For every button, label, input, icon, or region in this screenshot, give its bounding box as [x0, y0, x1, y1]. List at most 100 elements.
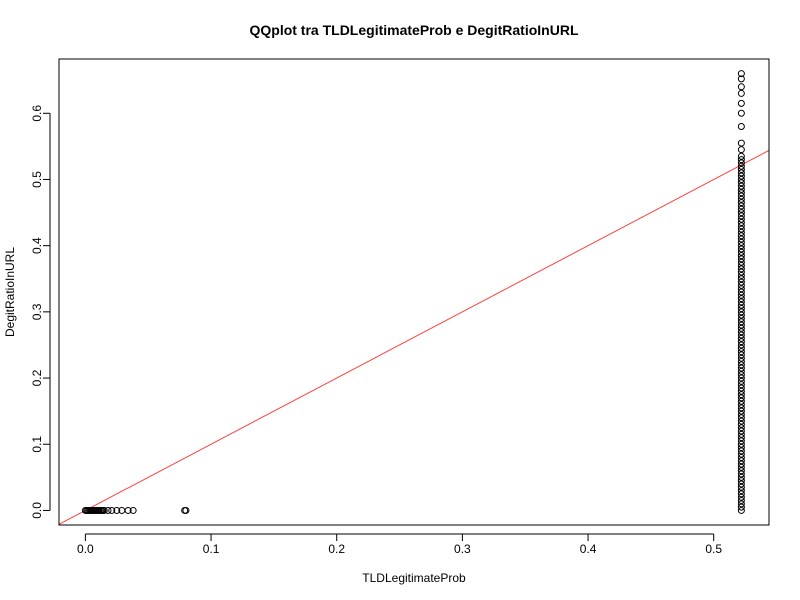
data-point	[737, 305, 745, 313]
x-tick-label: 0.3	[454, 542, 471, 556]
data-point	[737, 381, 745, 389]
data-point	[737, 348, 745, 356]
data-point	[737, 248, 745, 256]
data-point	[737, 503, 745, 511]
data-point	[737, 278, 745, 286]
data-point	[737, 391, 745, 399]
data-point	[737, 354, 745, 362]
data-point	[737, 172, 745, 180]
data-point	[737, 235, 745, 243]
data-point	[737, 444, 745, 452]
data-point	[737, 483, 745, 491]
data-point	[737, 497, 745, 505]
data-point	[737, 351, 745, 359]
data-point	[737, 139, 745, 147]
data-point	[737, 199, 745, 207]
data-point	[737, 410, 745, 418]
data-point	[737, 450, 745, 458]
data-point	[737, 417, 745, 425]
data-point	[737, 500, 745, 508]
data-point	[737, 311, 745, 319]
data-point	[737, 175, 745, 183]
data-point	[108, 506, 116, 514]
points-layer	[81, 70, 745, 514]
data-point	[737, 404, 745, 412]
data-point	[737, 424, 745, 432]
data-point	[737, 334, 745, 342]
chart-title: QQplot tra TLDLegitimateProb e DegitRati…	[249, 22, 578, 38]
data-point	[737, 364, 745, 372]
axes: 0.0 0.1 0.2 0.3 0.4 0.5 0.0 0.1 0.2 0.3 0.4 0.5 0.6	[30, 105, 722, 556]
y-tick-label: 0.5	[30, 171, 44, 188]
data-point	[737, 460, 745, 468]
data-point	[737, 367, 745, 375]
data-point	[737, 252, 745, 260]
data-point	[737, 255, 745, 263]
data-point	[737, 232, 745, 240]
data-point	[737, 159, 745, 167]
data-point	[737, 344, 745, 352]
y-tick-label: 0.4	[30, 237, 44, 254]
data-point	[737, 189, 745, 197]
data-point	[737, 156, 745, 164]
data-point	[737, 295, 745, 303]
data-point	[737, 202, 745, 210]
data-point	[737, 152, 745, 160]
data-point	[737, 192, 745, 200]
data-point	[737, 228, 745, 236]
data-point	[737, 205, 745, 213]
reference-line	[59, 149, 769, 525]
data-point	[737, 109, 745, 117]
data-point	[737, 291, 745, 299]
x-axis-label: TLDLegitimateProb	[362, 571, 466, 585]
data-point	[737, 493, 745, 501]
data-point	[737, 440, 745, 448]
data-point	[737, 212, 745, 220]
data-point	[737, 430, 745, 438]
y-axis-label: DegitRatioInURL	[3, 247, 17, 337]
data-point	[737, 377, 745, 385]
data-point	[737, 285, 745, 293]
data-point	[737, 268, 745, 276]
data-point	[737, 195, 745, 203]
y-tick-label: 0.1	[30, 436, 44, 453]
data-point	[737, 70, 745, 78]
data-point	[737, 301, 745, 309]
data-point	[124, 506, 132, 514]
data-point	[737, 215, 745, 223]
data-point	[737, 162, 745, 170]
x-tick-label: 0.0	[77, 542, 94, 556]
data-point	[737, 407, 745, 415]
data-point	[737, 265, 745, 273]
data-point	[737, 169, 745, 177]
data-point	[737, 238, 745, 246]
data-point	[737, 467, 745, 475]
data-point	[737, 361, 745, 369]
data-point	[737, 473, 745, 481]
data-point	[737, 387, 745, 395]
data-point	[737, 358, 745, 366]
data-point	[737, 384, 745, 392]
data-point	[737, 318, 745, 326]
x-tick-label: 0.4	[580, 542, 597, 556]
data-point	[737, 420, 745, 428]
data-point	[737, 245, 745, 253]
x-tick-label: 0.1	[203, 542, 220, 556]
data-point	[737, 218, 745, 226]
data-point	[737, 209, 745, 217]
data-point	[113, 506, 121, 514]
data-point	[737, 99, 745, 107]
data-point	[737, 328, 745, 336]
data-point	[737, 281, 745, 289]
x-tick-label: 0.5	[705, 542, 722, 556]
data-point	[737, 185, 745, 193]
y-tick-label: 0.0	[30, 502, 44, 519]
data-point	[737, 437, 745, 445]
data-point	[737, 477, 745, 485]
data-point	[737, 331, 745, 339]
data-point	[737, 123, 745, 131]
data-point	[737, 397, 745, 405]
data-point	[737, 401, 745, 409]
data-point	[737, 89, 745, 97]
data-point	[737, 225, 745, 233]
